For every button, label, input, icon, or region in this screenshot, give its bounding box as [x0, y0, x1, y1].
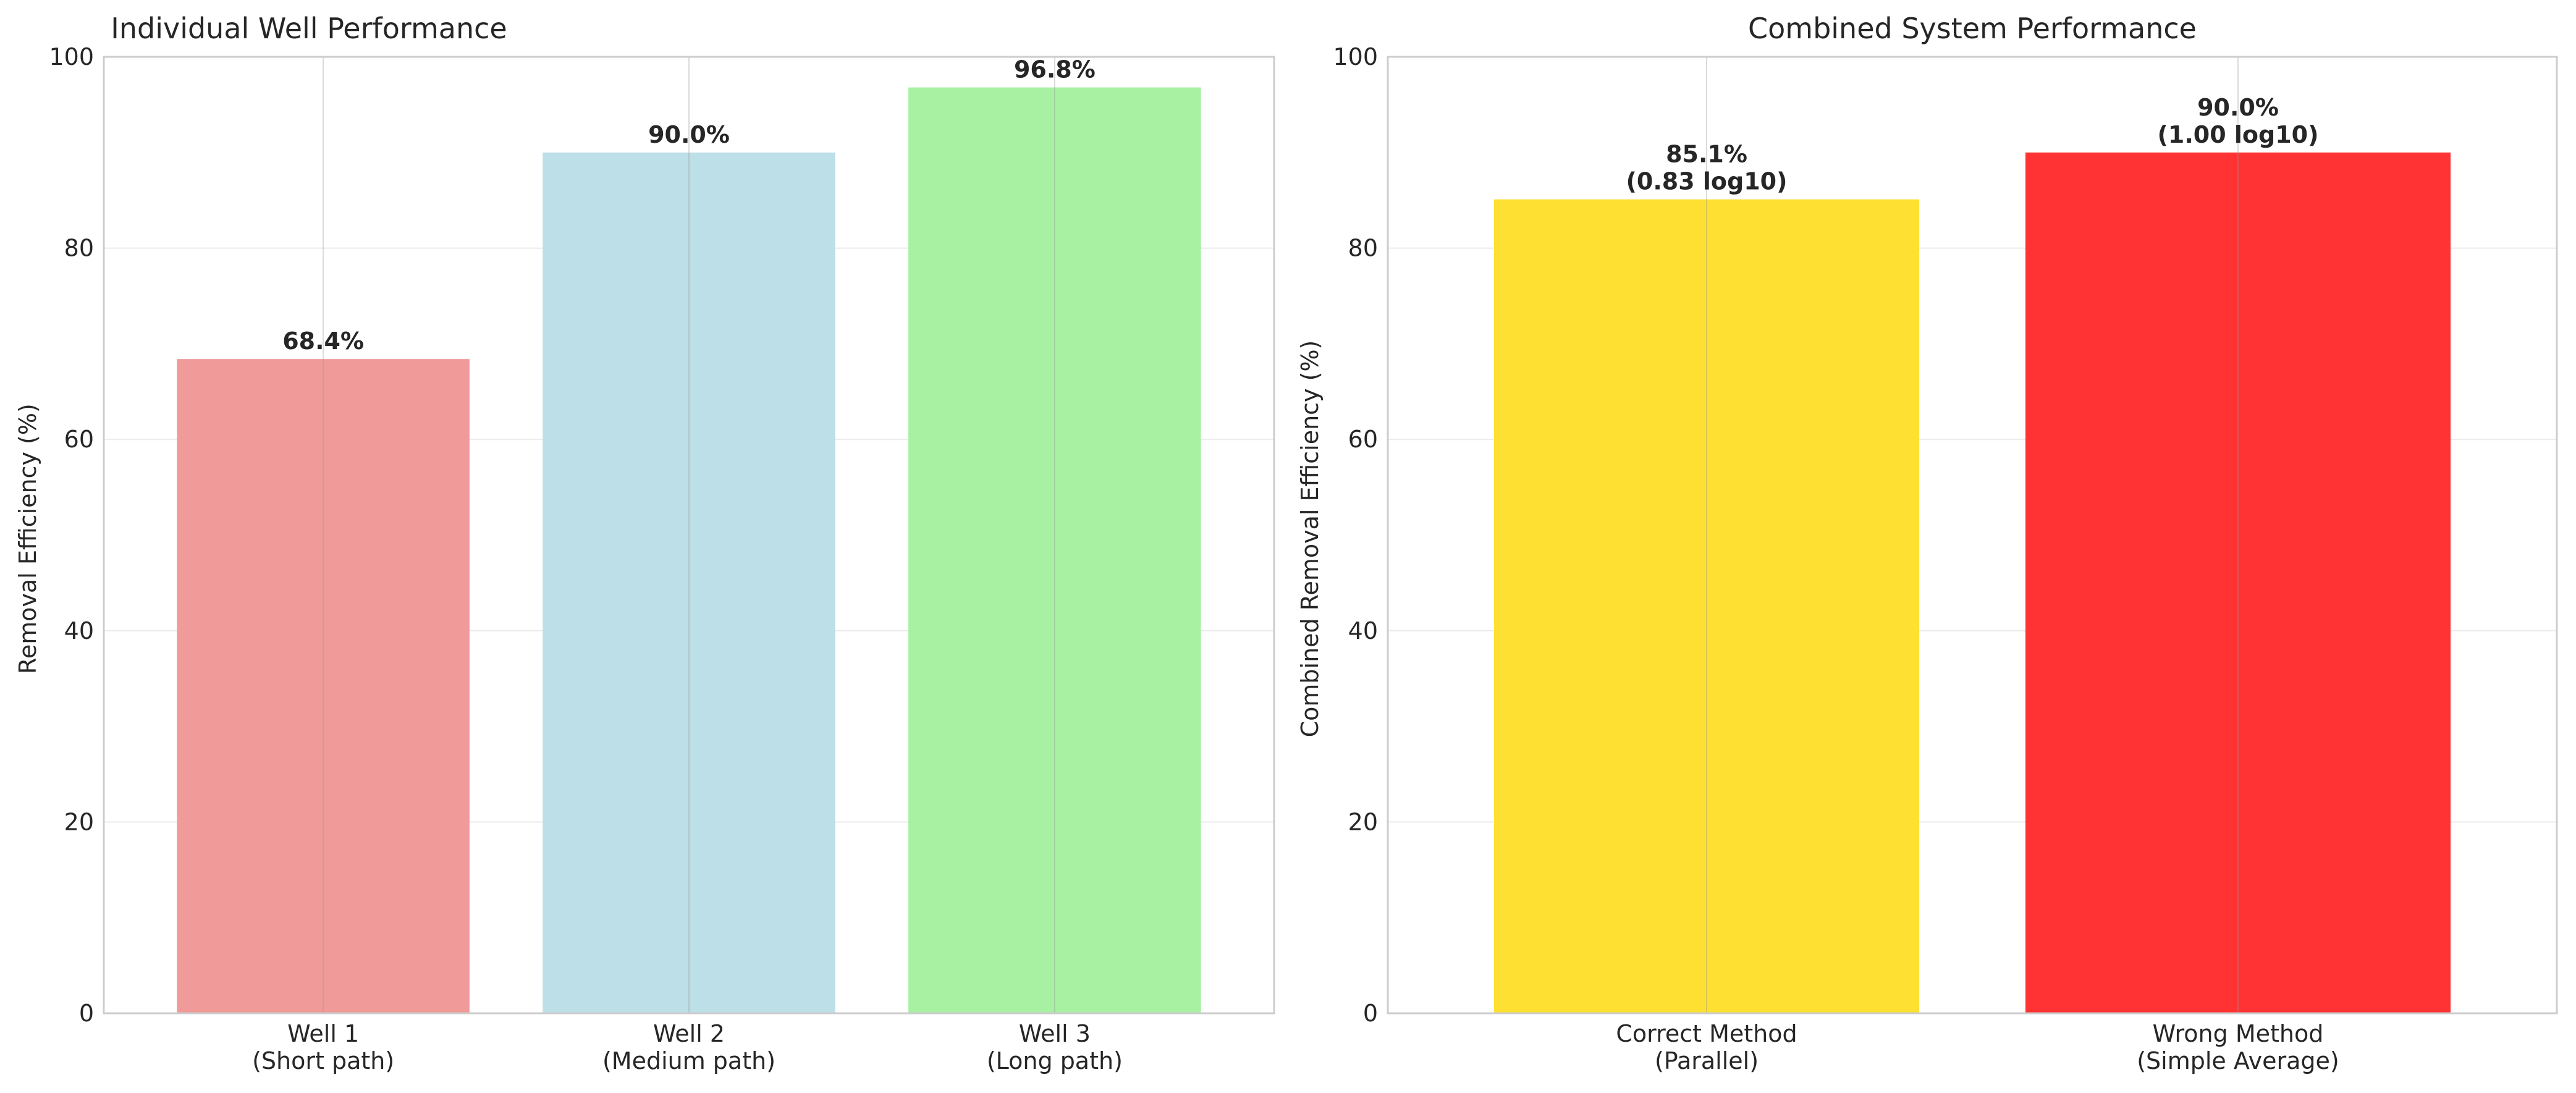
x-tick-label: (Medium path): [602, 1047, 775, 1074]
bar: [177, 359, 470, 1014]
y-axis-label: Combined Removal Efficiency (%): [1296, 340, 1324, 738]
y-tick-label: 60: [1348, 426, 1378, 453]
y-tick-label: 40: [1348, 617, 1378, 644]
x-tick-label: (Parallel): [1655, 1047, 1759, 1074]
bar: [2025, 152, 2451, 1013]
data-label: (0.83 log10): [1626, 168, 1788, 195]
x-tick-label: Well 1: [287, 1020, 359, 1047]
y-tick-label: 100: [1333, 43, 1378, 70]
data-label: 90.0%: [648, 121, 730, 148]
bar: [543, 152, 835, 1013]
y-tick-label: 0: [79, 1000, 94, 1027]
y-tick-label: 0: [1363, 1000, 1378, 1027]
x-tick-label: Well 3: [1019, 1020, 1091, 1047]
data-label: 68.4%: [282, 327, 364, 355]
y-tick-label: 80: [64, 235, 94, 262]
y-tick-label: 20: [1348, 808, 1378, 835]
x-tick-label: Correct Method: [1616, 1020, 1797, 1047]
data-label: 85.1%: [1666, 141, 1747, 168]
y-tick-label: 20: [64, 808, 94, 835]
chart-individual-well-performance: Individual Well Performance Removal Effi…: [14, 12, 1275, 1074]
plot-frame: [1387, 56, 2558, 1015]
x-tick-label: Well 2: [653, 1020, 725, 1047]
y-tick-label: 80: [1348, 235, 1378, 262]
plot-frame: [103, 56, 1275, 1015]
y-tick-label: 100: [49, 43, 94, 70]
data-label: (1.00 log10): [2158, 121, 2319, 148]
data-label: 96.8%: [1014, 56, 1096, 83]
y-tick-label: 60: [64, 426, 94, 453]
x-tick-label: (Simple Average): [2137, 1047, 2339, 1074]
chart-title: Individual Well Performance: [111, 12, 507, 45]
bar: [1494, 199, 1919, 1014]
chart-combined-system-performance: Combined System Performance Combined Rem…: [1296, 12, 2558, 1074]
x-tick-label: (Long path): [987, 1047, 1123, 1074]
y-tick-label: 40: [64, 617, 94, 644]
bar: [908, 87, 1201, 1013]
y-axis-label: Removal Efficiency (%): [14, 403, 41, 674]
x-tick-label: (Short path): [252, 1047, 394, 1074]
data-label: 90.0%: [2197, 94, 2279, 121]
x-tick-label: Wrong Method: [2153, 1020, 2324, 1047]
chart-title: Combined System Performance: [1748, 12, 2197, 45]
